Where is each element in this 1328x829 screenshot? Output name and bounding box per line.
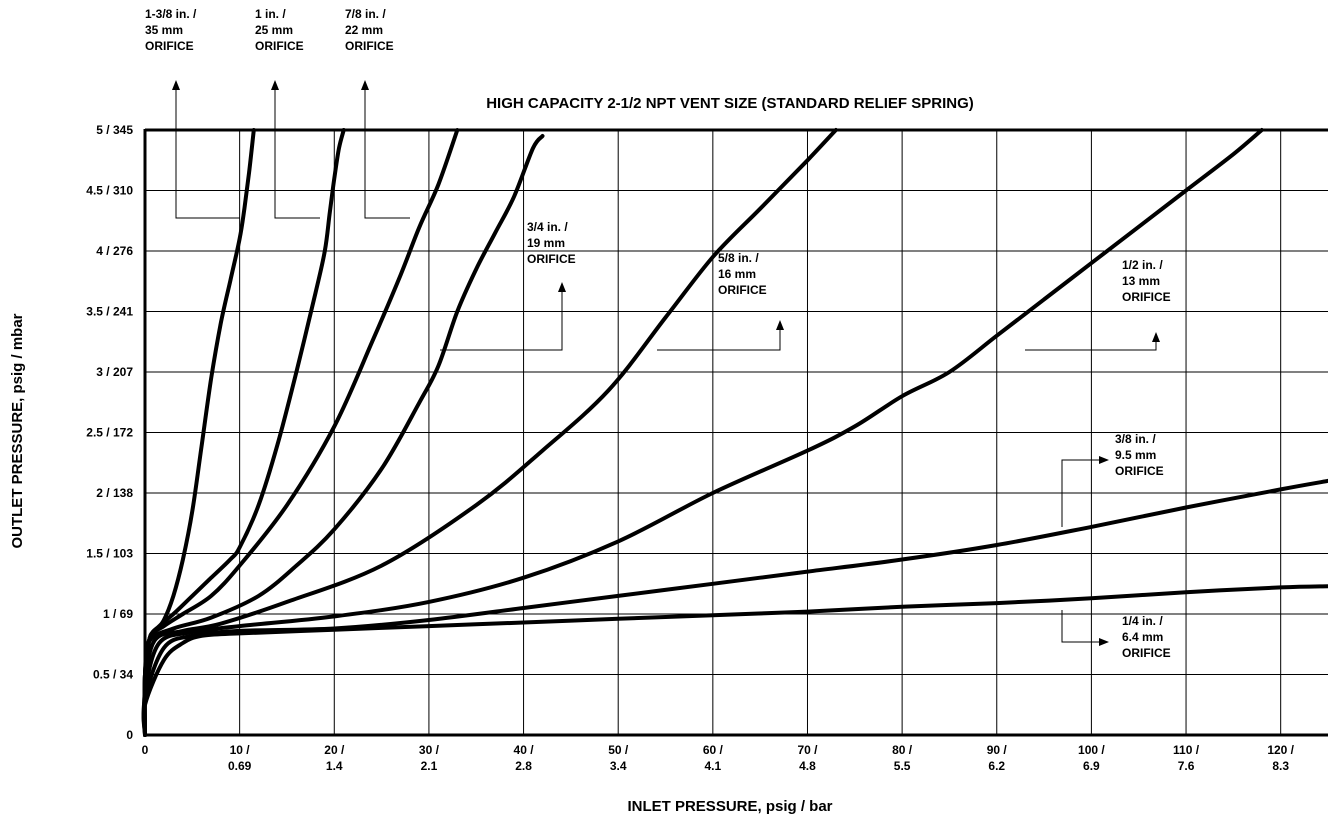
x-tick-label-110: 110 / [1173, 743, 1200, 757]
callout-label-8-line-1: 1/4 in. / [1122, 614, 1163, 628]
callout-label-3-line-3: ORIFICE [345, 39, 394, 53]
x-tick-label-0: 0 [142, 743, 149, 757]
x-tick-label-20: 20 / [324, 743, 345, 757]
callout-label-6-line-1: 1/2 in. / [1122, 258, 1163, 272]
x-tick-label-90: 90 / [987, 743, 1008, 757]
callout-leader-3 [364, 86, 410, 219]
x-tick-label-70: 70 / [797, 743, 818, 757]
callout-arrowhead-4 [558, 282, 566, 292]
callout-arrowhead-7 [1099, 456, 1109, 464]
callout-arrowhead-5 [776, 320, 784, 330]
callout-leader-1 [175, 86, 240, 219]
y-tick-label-3: 3 / 207 [96, 365, 133, 379]
callout-label-7-line-1: 3/8 in. / [1115, 432, 1156, 446]
x-tick-sublabel-110: 7.6 [1178, 759, 1195, 773]
callout-label-2-line-2: 25 mm [255, 23, 293, 37]
callout-label-4-line-2: 19 mm [527, 236, 565, 250]
y-tick-label-1: 1 / 69 [103, 607, 133, 621]
x-tick-sublabel-10: 0.69 [228, 759, 252, 773]
y-tick-label-0: 0 [126, 728, 133, 742]
x-tick-sublabel-60: 4.1 [704, 759, 721, 773]
x-tick-sublabel-30: 2.1 [421, 759, 438, 773]
callout-arrowhead-2 [271, 80, 279, 90]
callout-label-1-line-2: 35 mm [145, 23, 183, 37]
y-tick-label-2: 2 / 138 [96, 486, 133, 500]
callout-label-2-line-1: 1 in. / [255, 7, 286, 21]
x-axis-title: INLET PRESSURE, psig / bar [627, 798, 832, 815]
callout-label-1-line-3: ORIFICE [145, 39, 194, 53]
y-tick-label-4.5: 4.5 / 310 [86, 184, 133, 198]
y-tick-label-3.5: 3.5 / 241 [86, 305, 133, 319]
callout-leader-2 [274, 86, 320, 219]
callout-label-4-line-1: 3/4 in. / [527, 220, 568, 234]
x-tick-label-120: 120 / [1267, 743, 1294, 757]
callout-arrowhead-6 [1152, 332, 1160, 342]
y-tick-label-2.5: 2.5 / 172 [86, 426, 133, 440]
callout-leader-8 [1061, 610, 1103, 643]
callout-label-5-line-2: 16 mm [718, 267, 756, 281]
callout-label-7-line-3: ORIFICE [1115, 464, 1164, 478]
x-tick-sublabel-80: 5.5 [894, 759, 911, 773]
x-tick-label-10: 10 / [230, 743, 251, 757]
callout-label-3-line-2: 22 mm [345, 23, 383, 37]
x-tick-sublabel-100: 6.9 [1083, 759, 1100, 773]
series-line-2 [142, 128, 346, 737]
callout-label-1-line-1: 1-3/8 in. / [145, 7, 197, 21]
callout-label-8-line-2: 6.4 mm [1122, 630, 1163, 644]
callout-arrowhead-3 [361, 80, 369, 90]
callout-label-7-line-2: 9.5 mm [1115, 448, 1156, 462]
x-tick-label-100: 100 / [1078, 743, 1105, 757]
x-tick-label-80: 80 / [892, 743, 913, 757]
callout-label-2-line-3: ORIFICE [255, 39, 304, 53]
callout-arrowhead-8 [1099, 638, 1109, 646]
callout-arrowhead-1 [172, 80, 180, 90]
series-line-5 [142, 128, 838, 737]
x-tick-sublabel-50: 3.4 [610, 759, 627, 773]
x-tick-sublabel-20: 1.4 [326, 759, 343, 773]
x-tick-label-30: 30 / [419, 743, 440, 757]
chart-title: HIGH CAPACITY 2-1/2 NPT VENT SIZE (STAND… [486, 95, 974, 112]
callout-label-3-line-1: 7/8 in. / [345, 7, 386, 21]
series-layer [141, 128, 1328, 737]
series-line-7 [141, 478, 1328, 737]
x-tick-sublabel-120: 8.3 [1272, 759, 1289, 773]
x-tick-label-50: 50 / [608, 743, 629, 757]
callout-label-4-line-3: ORIFICE [527, 252, 576, 266]
callout-label-5-line-1: 5/8 in. / [718, 251, 759, 265]
x-tick-sublabel-70: 4.8 [799, 759, 816, 773]
y-tick-label-0.5: 0.5 / 34 [93, 668, 133, 682]
callout-label-5-line-3: ORIFICE [718, 283, 767, 297]
series-line-4 [142, 134, 545, 737]
x-tick-label-60: 60 / [703, 743, 724, 757]
x-tick-sublabel-90: 6.2 [988, 759, 1005, 773]
callout-layer: 1-3/8 in. / 35 mm ORIFICE 1 in. / 25 mm ORIFI… [145, 7, 1171, 660]
callout-leader-7 [1061, 459, 1103, 527]
x-tick-label-40: 40 / [514, 743, 535, 757]
callout-label-6-line-2: 13 mm [1122, 274, 1160, 288]
y-tick-label-4: 4 / 276 [96, 244, 133, 258]
callout-label-6-line-3: ORIFICE [1122, 290, 1171, 304]
series-line-6 [141, 128, 1264, 737]
callout-leader-5 [657, 326, 781, 351]
y-tick-label-5: 5 / 345 [96, 123, 133, 137]
series-line-3 [142, 128, 460, 737]
series-line-8 [141, 584, 1328, 737]
callout-leader-4 [440, 288, 563, 351]
x-tick-sublabel-40: 2.8 [515, 759, 532, 773]
callout-leader-6 [1025, 338, 1157, 351]
y-tick-label-1.5: 1.5 / 103 [86, 547, 133, 561]
y-axis-title: OUTLET PRESSURE, psig / mbar [9, 313, 26, 548]
callout-label-8-line-3: ORIFICE [1122, 646, 1171, 660]
